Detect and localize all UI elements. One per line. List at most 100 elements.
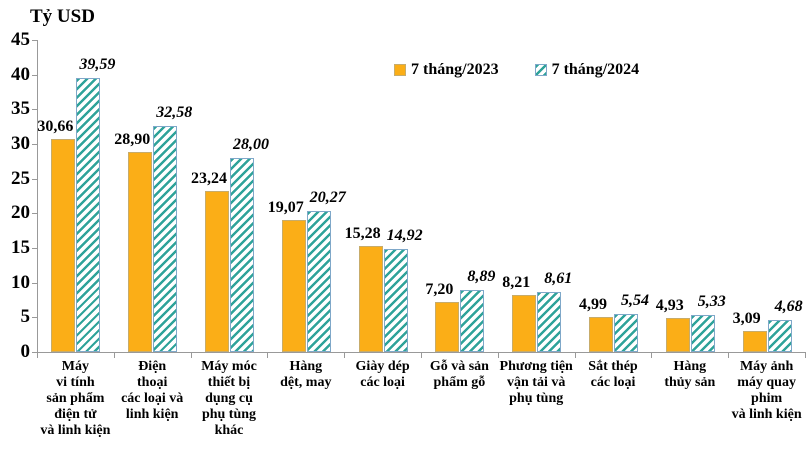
category-label-line: Máy [61, 359, 89, 374]
value-label-2024: 20,27 [309, 189, 346, 207]
category-label-line: Gỗ và sản [429, 359, 489, 374]
value-label-2023: 4,93 [655, 296, 684, 314]
category-label-line: thủy sản [664, 375, 716, 390]
category-label-line: điện tử [54, 407, 97, 422]
y-tick-mark [32, 74, 37, 76]
bar-2024 [460, 290, 485, 352]
category-label-line: Máy móc [201, 359, 257, 374]
category-label-line: Sắt thép [588, 359, 638, 374]
y-tick-mark [32, 109, 37, 111]
category-label-line: dệt, may [280, 375, 332, 390]
y-tick-label: 15 [11, 237, 30, 258]
category-label-line: các loại [590, 375, 636, 390]
category-label: Hàng thủy sản [635, 359, 745, 391]
bar-2024 [690, 315, 715, 352]
bar-2023 [205, 190, 229, 352]
y-axis-unit-title: Tỷ USD [30, 6, 95, 27]
y-tick-mark [32, 352, 37, 353]
y-tick-label: 30 [11, 133, 30, 154]
value-label-2023: 8,21 [502, 274, 531, 292]
category-label-line: vi tính [56, 375, 95, 390]
category-label-line: thiết bị [207, 375, 251, 390]
y-tick-label: 5 [20, 306, 31, 328]
category-label-line: vận tải và [507, 375, 566, 390]
x-tick-mark [113, 352, 115, 358]
y-tick-mark [32, 40, 37, 41]
x-tick-mark [267, 352, 269, 358]
category-label: Sắt thép các loại [558, 359, 668, 391]
value-label-2023: 30,66 [37, 118, 74, 136]
value-label-2023: 19,07 [267, 198, 304, 216]
category-label: Phương tiện vận tải và phụ tùng [481, 359, 591, 407]
bar-2023 [589, 317, 613, 352]
y-tick-label: 25 [11, 167, 30, 189]
category-label-line: máy quay [737, 375, 796, 390]
y-tick-label: 0 [20, 341, 31, 362]
legend-swatch-2024-icon [534, 64, 547, 76]
category-label-line: thoại [137, 375, 168, 390]
category-label-line: và linh kiện [40, 423, 111, 438]
category-label-line: và linh kiện [731, 407, 802, 422]
value-label-2024: 8,89 [467, 268, 496, 286]
category-label-line: Máy ảnh [739, 359, 794, 374]
y-tick-label: 10 [11, 271, 30, 293]
category-label-line: phụ tùng [509, 391, 564, 406]
bar-2024 [306, 211, 331, 352]
bar-2023 [435, 302, 460, 352]
value-label-2023: 7,20 [425, 281, 454, 299]
legend-swatch-2023-icon [394, 64, 406, 76]
legend-label-2023: 7 tháng/2023 [411, 61, 499, 78]
category-label-line: phim [751, 391, 783, 406]
y-tick-mark [32, 282, 37, 284]
value-label-2024: 28,00 [233, 135, 269, 153]
category-label-line: phẩm gỗ [433, 375, 486, 390]
legend-item-2024: 7 tháng/2024 [534, 61, 639, 79]
category-label-line: các loại và [121, 391, 184, 406]
y-tick-mark [32, 248, 37, 249]
bar-2024 [537, 292, 562, 352]
x-tick-mark [651, 352, 653, 358]
category-label-line: Phương tiện [499, 359, 573, 374]
legend: 7 tháng/2023 7 tháng/2024 [394, 61, 639, 79]
category-label: Máy vi tính sản phẩm điện tử và linh kiện [20, 359, 130, 439]
y-tick-label: 45 [11, 29, 30, 50]
value-label-2023: 15,28 [344, 225, 381, 243]
value-label-2024: 39,59 [79, 55, 116, 73]
category-label: Giày dép các loại [328, 359, 438, 391]
category-label: Điện thoại các loại và linh kiện [97, 359, 207, 423]
x-tick-mark [574, 352, 576, 358]
bar-2024 [767, 319, 792, 352]
y-tick-label: 40 [11, 63, 30, 85]
bar-2023 [742, 330, 767, 352]
category-label: Gỗ và sản phẩm gỗ [404, 359, 514, 391]
value-label-2024: 5,54 [621, 291, 649, 309]
bar-2023 [128, 151, 153, 352]
x-tick-mark [344, 352, 346, 358]
legend-item-2023: 7 tháng/2023 [394, 61, 499, 79]
y-tick-label: 20 [11, 202, 30, 224]
x-tick-mark [37, 352, 38, 358]
bar-2023 [281, 219, 306, 352]
category-label-line: Giày dép [355, 359, 410, 374]
value-label-2023: 3,09 [732, 309, 761, 327]
category-label-line: dụng cụ [205, 391, 253, 406]
bar-2023 [51, 139, 76, 352]
category-label-line: Điện [138, 359, 167, 374]
bar-2024 [76, 77, 101, 352]
x-tick-mark [805, 352, 806, 358]
bar-2024 [153, 126, 178, 352]
y-axis-line [37, 40, 38, 352]
y-tick-mark [32, 178, 37, 180]
category-label-line: khác [214, 423, 244, 438]
x-tick-mark [421, 352, 422, 358]
category-label: Hàng dệt, may [251, 359, 361, 391]
category-label-line: Hàng [673, 359, 707, 374]
category-label-line: Hàng [289, 359, 323, 374]
category-label: Máy ảnh máy quay phim và linh kiện [712, 359, 810, 423]
bar-2023 [358, 246, 383, 352]
value-label-2023: 4,99 [579, 296, 607, 314]
value-label-2024: 32,58 [156, 104, 193, 122]
value-label-2024: 5,33 [697, 293, 726, 311]
